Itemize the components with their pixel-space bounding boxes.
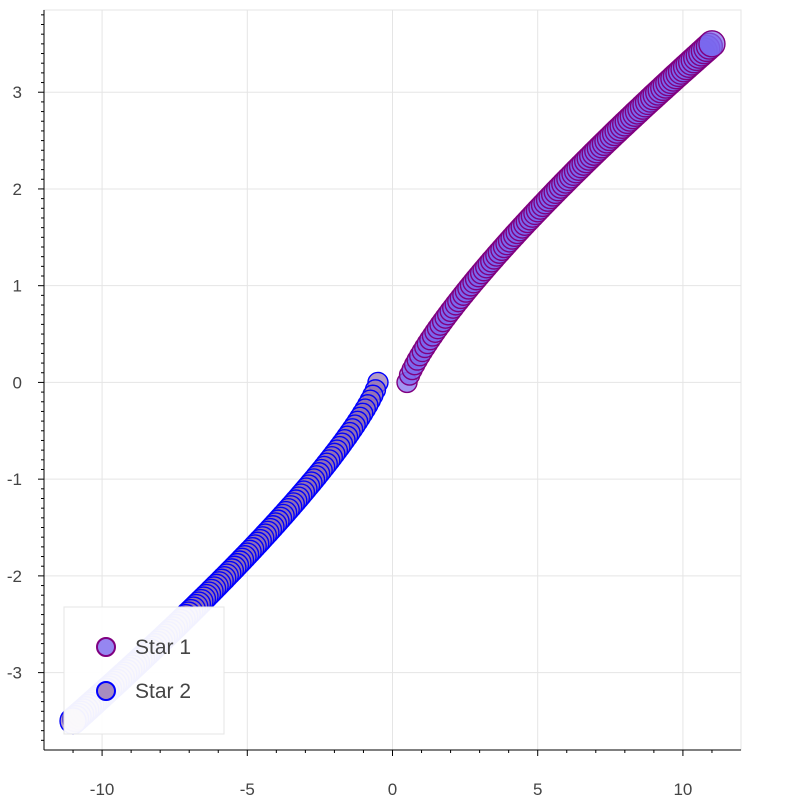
- data-point: [698, 30, 726, 58]
- plot-area: [59, 30, 726, 735]
- y-tick-label: -2: [7, 567, 22, 586]
- legend-marker-star-1: [96, 637, 116, 657]
- x-tick-label: 10: [673, 780, 692, 799]
- x-tick-label: -10: [90, 780, 115, 799]
- y-tick-label: 2: [13, 180, 22, 199]
- x-tick-label: -5: [240, 780, 255, 799]
- legend-box: [63, 606, 225, 735]
- y-tick-label: -3: [7, 664, 22, 683]
- y-tick-label: 3: [13, 83, 22, 102]
- x-tick-label: 0: [388, 780, 397, 799]
- x-tick-label: 5: [533, 780, 542, 799]
- y-tick-label: 0: [13, 373, 22, 392]
- legend-label-star-2: Star 2: [135, 680, 191, 703]
- series-1: [396, 30, 726, 394]
- legend-marker-star-2: [96, 681, 116, 701]
- legend-label-star-1: Star 1: [135, 636, 191, 659]
- y-tick-label: 1: [13, 277, 22, 296]
- y-tick-label: -1: [7, 470, 22, 489]
- legend: Star 1 Star 2: [63, 606, 225, 735]
